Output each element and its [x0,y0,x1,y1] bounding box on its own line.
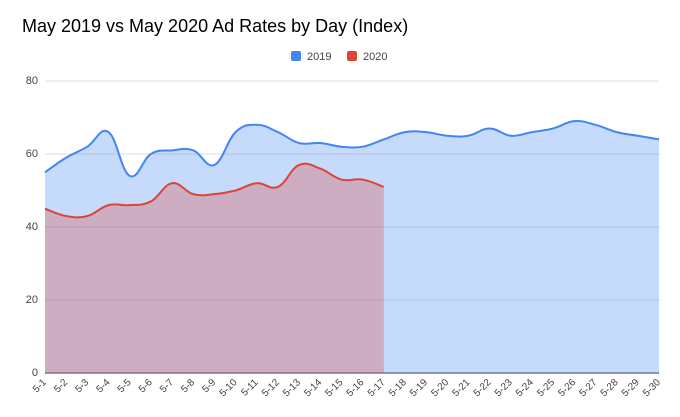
x-tick-label: 5-22 [472,377,494,399]
x-tick-label: 5-16 [345,377,367,399]
x-tick-label: 5-18 [387,377,409,399]
x-tick-label: 5-12 [260,377,282,399]
x-tick-label: 5-23 [493,377,515,399]
x-tick-label: 5-26 [556,377,578,399]
legend-label: 2020 [363,51,387,63]
y-tick-label: 20 [26,294,38,306]
x-tick-label: 5-13 [281,377,303,399]
x-tick-label: 5-2 [52,377,70,395]
y-tick-label: 80 [26,75,38,87]
legend-swatch [291,51,301,61]
x-tick-label: 5-15 [323,377,345,399]
x-tick-label: 5-3 [73,377,91,395]
x-tick-label: 5-19 [408,377,430,399]
line [44,120,660,178]
x-tick-label: 5-21 [451,377,473,399]
x-tick-label: 5-28 [599,377,621,399]
legend-swatch [347,51,357,61]
x-tick-label: 5-27 [578,377,600,399]
area [45,121,659,373]
x-tick-label: 5-17 [366,377,388,399]
x-tick-label: 5-8 [179,377,197,395]
x-tick-label: 5-4 [95,377,113,395]
chart-title: May 2019 vs May 2020 Ad Rates by Day (In… [22,16,408,36]
y-tick-label: 60 [26,148,38,160]
x-tick-label: 5-10 [218,377,240,399]
x-tick-label: 5-9 [200,377,218,395]
x-tick-label: 5-6 [137,377,155,395]
legend-label: 2019 [307,51,331,63]
y-tick-label: 40 [26,221,38,233]
x-tick-label: 5-24 [514,377,536,399]
x-tick-label: 5-14 [302,377,324,399]
x-tick-label: 5-25 [535,377,557,399]
x-tick-label: 5-7 [158,377,176,395]
area [45,163,384,373]
x-tick-label: 5-11 [239,377,261,399]
x-tick-label: 5-20 [429,377,451,399]
line [44,162,385,219]
x-tick-label: 5-5 [116,377,134,395]
x-tick-label: 5-1 [31,377,49,395]
x-tick-label: 5-29 [620,377,642,399]
x-tick-label: 5-30 [641,377,663,399]
y-tick-label: 0 [32,367,38,379]
